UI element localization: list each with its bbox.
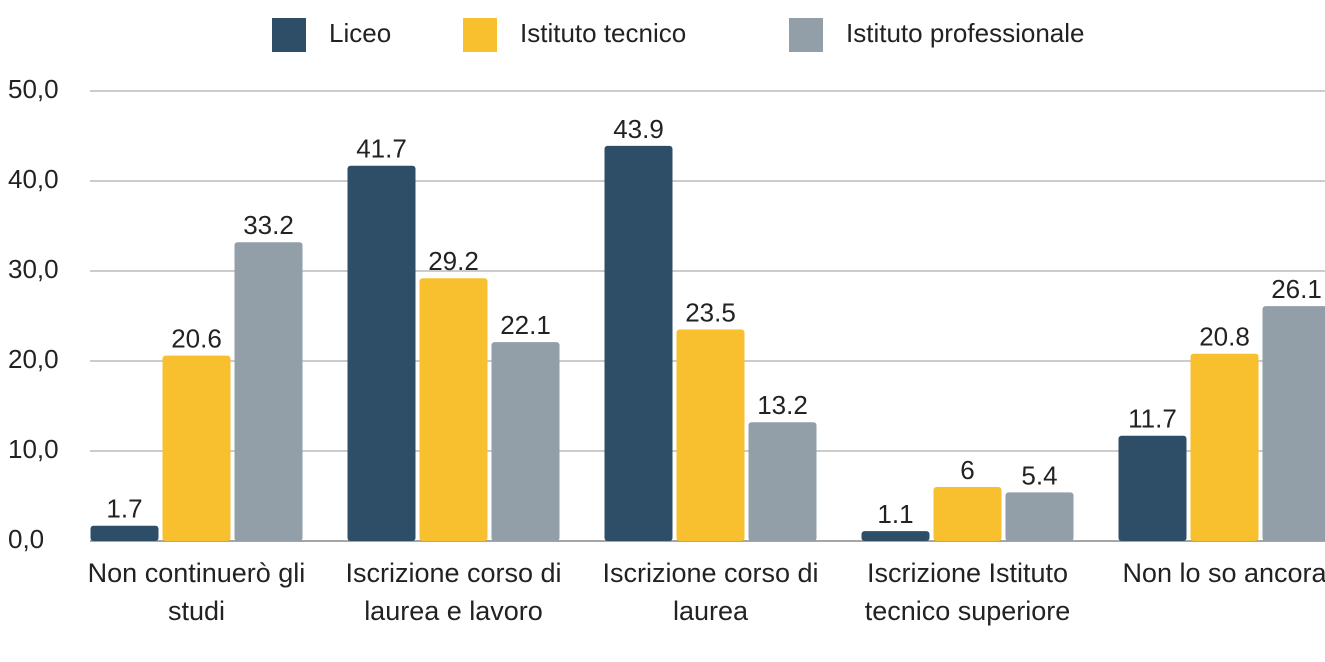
value-label: 20.6 <box>171 323 222 353</box>
value-label: 6 <box>960 455 974 485</box>
legend-label: Istituto professionale <box>846 18 1084 48</box>
bar <box>933 487 1002 541</box>
value-label: 23.5 <box>685 297 736 327</box>
x-tick-label: Non lo so ancora <box>1122 558 1325 588</box>
value-label: 20.8 <box>1199 322 1250 352</box>
bar <box>1005 492 1074 541</box>
x-tick-label: Non continuerò gli studi <box>87 558 306 626</box>
bar <box>234 242 303 541</box>
x-tick-label: Iscrizione corso di laurea e lavoro <box>345 558 562 626</box>
value-label: 33.2 <box>243 210 294 240</box>
bar <box>861 531 930 541</box>
legend-swatch <box>789 18 823 52</box>
value-label: 29.2 <box>428 246 479 276</box>
legend-label: Liceo <box>329 18 391 48</box>
bar <box>1190 353 1259 541</box>
y-tick-label: 30,0 <box>8 254 59 284</box>
y-tick-label: 10,0 <box>8 434 59 464</box>
bar <box>1262 306 1325 541</box>
value-label: 41.7 <box>356 134 407 164</box>
y-tick-label: 40,0 <box>8 164 59 194</box>
legend-swatch <box>463 18 497 52</box>
bar <box>90 525 159 541</box>
bar <box>347 165 416 541</box>
value-label: 5.4 <box>1021 460 1057 490</box>
y-tick-label: 50,0 <box>8 74 59 104</box>
bar <box>604 145 673 541</box>
bar <box>748 422 817 541</box>
bar <box>419 278 488 541</box>
value-label: 43.9 <box>613 114 664 144</box>
x-tick-label: Iscrizione Istituto tecnico superiore <box>864 558 1071 626</box>
value-label: 26.1 <box>1271 274 1322 304</box>
value-label: 1.7 <box>106 494 142 524</box>
value-label: 22.1 <box>500 310 551 340</box>
x-tick-label: Iscrizione corso di laurea <box>602 558 819 626</box>
y-tick-label: 0,0 <box>8 524 44 554</box>
bar <box>162 355 231 541</box>
value-label: 11.7 <box>1128 404 1177 434</box>
y-tick-label: 20,0 <box>8 344 59 374</box>
bar <box>491 342 560 541</box>
bar <box>1118 435 1187 541</box>
legend-swatch <box>272 18 306 52</box>
value-label: 13.2 <box>757 390 808 420</box>
legend-label: Istituto tecnico <box>520 18 686 48</box>
value-label: 1.1 <box>877 499 913 529</box>
bar <box>676 329 745 541</box>
